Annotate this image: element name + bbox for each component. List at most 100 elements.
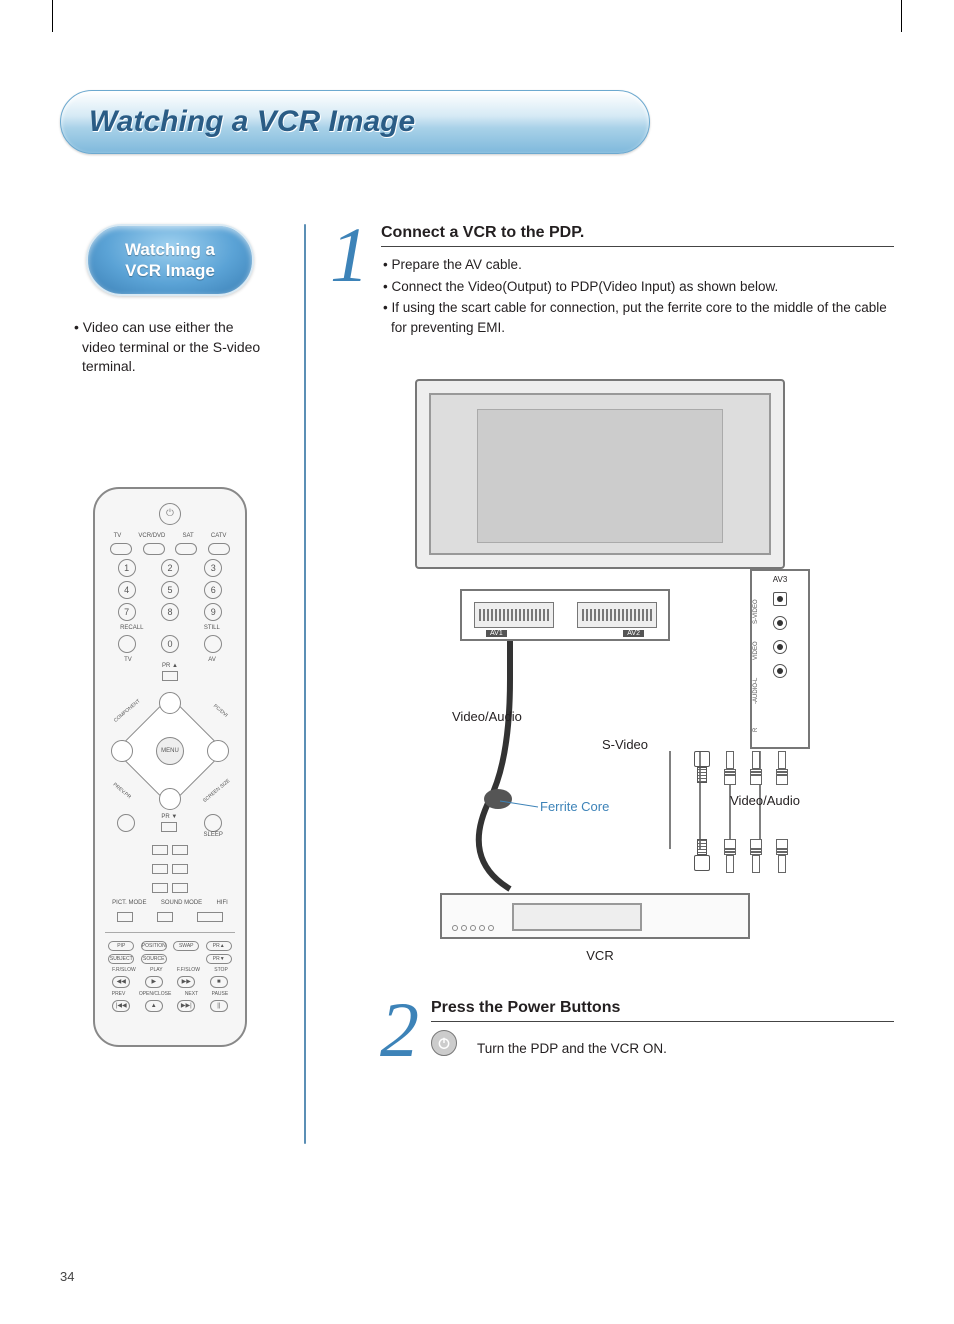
open-close-label: OPEN/CLOSE [139,991,172,997]
rect-button [157,912,173,922]
pdp-rear-panel [415,379,785,569]
num-button: 0 [161,635,179,653]
rca-plug-icon [776,751,788,785]
bullet-item: Connect the Video(Output) to PDP(Video I… [381,277,894,297]
pip-row: PIP POSITION SWAP PR▲ [105,941,235,951]
pr-down-pill: PR▼ [206,954,232,964]
pip-button: PIP [108,941,134,951]
power-button-icon [431,1030,457,1056]
section-badge-text: Watching a VCR Image [125,239,215,282]
num-button: 4 [118,581,136,599]
dpad-screensize-label: SCREEN SIZE [202,778,231,804]
rect-button [117,912,133,922]
svideo-jack-label: S-VIDEO [753,600,759,625]
audio-l-jack-label: -AUDIO-L [753,678,759,704]
subject-row: SUBJECT SOURCE PR▼ [105,954,235,964]
eject-icon: ▲ [145,1000,163,1012]
mode-catv: CATV [211,533,227,539]
swap-button: SWAP [173,941,199,951]
tv-label: TV [124,657,132,663]
position-button: POSITION [141,941,167,951]
vcr-label: VCR [390,948,810,963]
num-button: 6 [204,581,222,599]
num-button: 8 [161,603,179,621]
step-2-content: Turn the PDP and the VCR ON. [431,1030,894,1056]
prev-label: PREV [112,991,126,997]
step-2-title: Press the Power Buttons [431,999,894,1022]
ferrite-core-label: Ferrite Core [540,799,609,814]
av1-label: AV1 [486,630,507,637]
rca-plug-icon [750,751,762,785]
rect-button [152,864,168,874]
below-dpad-row: PR ▼ SLEEP [105,814,235,839]
ff-icon: ▶▶ [177,976,195,988]
av3-title: AV3 [752,575,808,584]
dpad-pcdvi-label: PC/DVI [212,703,229,718]
prev-icon: |◀◀ [112,1000,130,1012]
page-title-banner: Watching a VCR Image [60,90,650,154]
transport-labels-1: F.R/SLOW PLAY F.F/SLOW STOP [105,967,235,973]
vcr-cassette-slot [512,903,642,931]
page-title: Watching a VCR Image [89,105,415,139]
section-badge: Watching a VCR Image [86,224,254,296]
transport-labels-2: PREV OPEN/CLOSE NEXT PAUSE [105,991,235,997]
step-2: 2 Press the Power Buttons Turn the PDP a… [330,999,894,1061]
left-column: Watching a VCR Image Video can use eithe… [60,224,280,1144]
rect-button [152,883,168,893]
play-label: PLAY [150,967,162,973]
svideo-plug-icon [694,839,710,871]
video-jack [773,616,787,630]
oval-button [208,543,230,555]
step-2-description: Turn the PDP and the VCR ON. [477,1041,667,1056]
rca-plug-icon [724,839,736,873]
rect-button [172,864,188,874]
next-icon: ▶▶| [177,1000,195,1012]
mode-hifi-labels: PICT. MODE SOUND MODE HIFI [105,900,235,906]
pr-up-button [162,671,178,681]
svideo-jack [773,592,787,606]
step-1-title: Connect a VCR to the PDP. [381,224,894,247]
manual-page: Watching a VCR Image Watching a VCR Imag… [60,50,894,1284]
pr-down-label: PR ▼ [159,814,179,820]
step-2-body: Press the Power Buttons Turn the PDP and… [431,999,894,1061]
av3-panel: AV3 S-VIDEO VIDEO -AUDIO-L R [750,569,810,749]
pause-icon: || [210,1000,228,1012]
power-icon: ⏻ [159,503,181,525]
rewind-icon: ◀◀ [112,976,130,988]
transport-row-2: |◀◀ ▲ ▶▶| || [105,1000,235,1012]
oval-button [110,543,132,555]
audio-l-jack [773,640,787,654]
dpad-right [207,740,229,762]
stop-icon: ■ [210,976,228,988]
ferrite-core-icon [484,789,512,809]
num-button: 5 [161,581,179,599]
pr-up-pill: PR▲ [206,941,232,951]
pr-down-button [161,822,177,832]
recall-still-labels: RECALL STILL [105,625,235,631]
step-1: 1 Connect a VCR to the PDP. Prepare the … [330,224,894,339]
svideo-plug-icon [694,751,710,783]
num-button: 9 [204,603,222,621]
rect-button [172,883,188,893]
num-button: 7 [118,603,136,621]
sidebar-note: Video can use either the video terminal … [60,318,280,377]
oval-button [143,543,165,555]
column-divider [304,224,306,1144]
audio-r-jack-label: R [753,728,759,732]
vcr-unit [440,893,750,939]
svideo-label: S-Video [602,737,648,752]
dpad-up [159,692,181,714]
sleep-button [204,814,222,832]
stop-label: STOP [214,967,228,973]
rect-button [197,912,223,922]
page-number: 34 [60,1269,74,1284]
next-label: NEXT [185,991,198,997]
recall-label: RECALL [120,625,143,631]
still-button [204,635,222,653]
step-1-bullets: Prepare the AV cable. Connect the Video(… [381,255,894,337]
av3-jacks [752,592,808,678]
numpad-row: 7 8 9 [105,603,235,621]
play-icon: ▶ [145,976,163,988]
num-button: 2 [161,559,179,577]
right-column: 1 Connect a VCR to the PDP. Prepare the … [330,224,894,1144]
